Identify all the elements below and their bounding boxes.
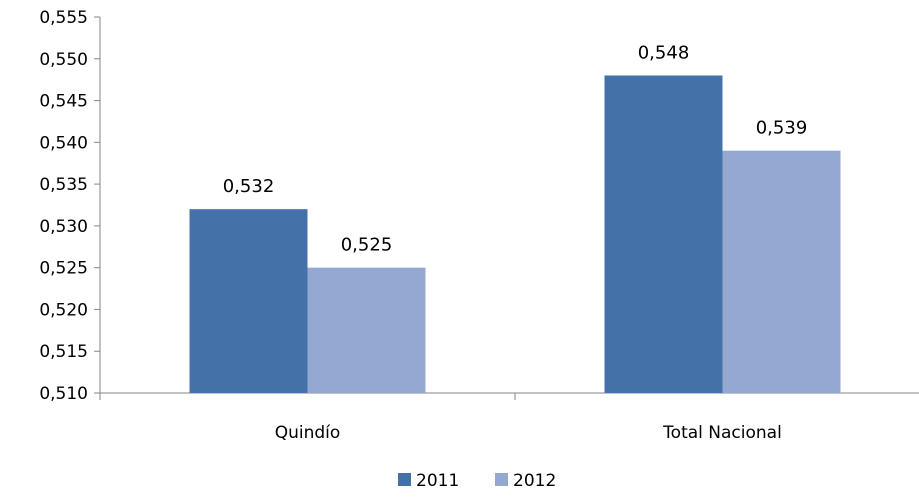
y-tick-label: 0,550 bbox=[39, 50, 88, 70]
data-label: 0,539 bbox=[756, 118, 808, 139]
y-tick-label: 0,555 bbox=[39, 8, 88, 28]
y-tick-label: 0,515 bbox=[39, 342, 88, 362]
y-tick-label: 0,540 bbox=[39, 133, 88, 153]
data-label: 0,548 bbox=[638, 42, 690, 63]
bar-2011-1 bbox=[189, 209, 308, 393]
legend-swatch-2011 bbox=[398, 473, 411, 486]
y-tick-label: 0,535 bbox=[39, 175, 88, 195]
x-category-label: Total Nacional bbox=[662, 423, 782, 443]
chart-labels: 0,532 0,525 Quindío 0,548 0,539 Total Naciona… bbox=[223, 42, 808, 443]
bar-2011-2 bbox=[604, 75, 723, 393]
x-category-label: Quindío bbox=[275, 423, 341, 443]
y-tick-label: 0,545 bbox=[39, 92, 88, 112]
y-tick-label: 0,525 bbox=[39, 259, 88, 279]
chart-bars bbox=[189, 75, 841, 393]
y-tick-label: 0,510 bbox=[39, 384, 88, 404]
legend-label: 2011 bbox=[416, 471, 459, 491]
data-label: 0,525 bbox=[341, 235, 393, 256]
y-tick-label: 0,520 bbox=[39, 300, 88, 320]
data-label: 0,532 bbox=[223, 176, 275, 197]
chart-legend: 2011 2012 bbox=[398, 471, 556, 491]
bar-2012-1 bbox=[307, 267, 426, 393]
chart-axes: 0,510 0,515 0,520 0,525 0,530 0,535 0,540 0,545… bbox=[39, 8, 919, 404]
y-tick-label: 0,530 bbox=[39, 217, 88, 237]
legend-label: 2012 bbox=[513, 471, 556, 491]
legend-swatch-2012 bbox=[495, 473, 508, 486]
bar-2012-2 bbox=[722, 150, 841, 393]
